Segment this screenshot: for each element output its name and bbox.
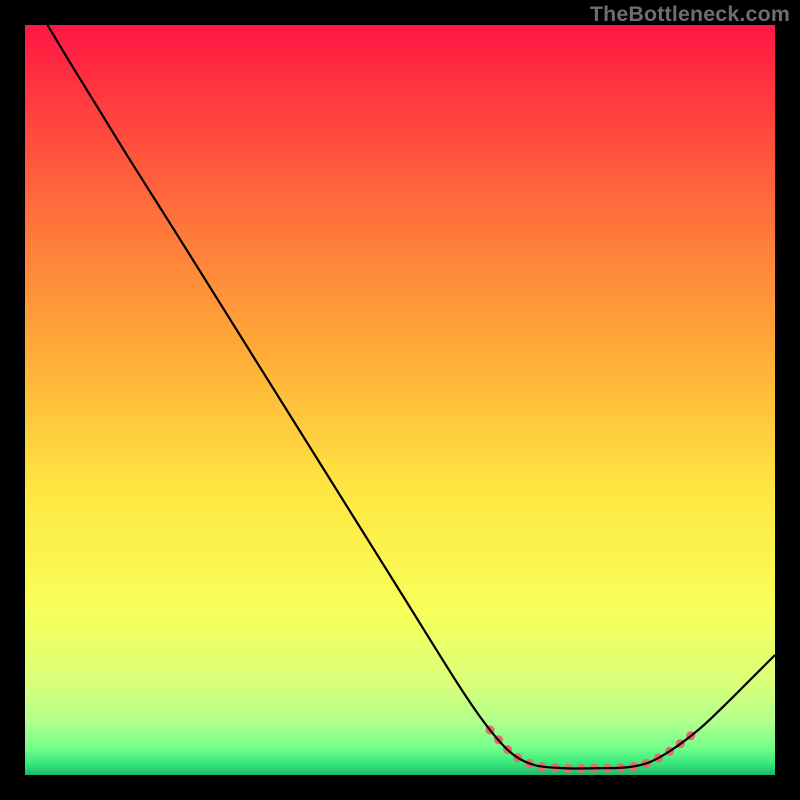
watermark-text: TheBottleneck.com	[590, 2, 790, 27]
chart-svg	[0, 0, 800, 800]
chart-stage: TheBottleneck.com	[0, 0, 800, 800]
plot-background	[25, 25, 775, 775]
